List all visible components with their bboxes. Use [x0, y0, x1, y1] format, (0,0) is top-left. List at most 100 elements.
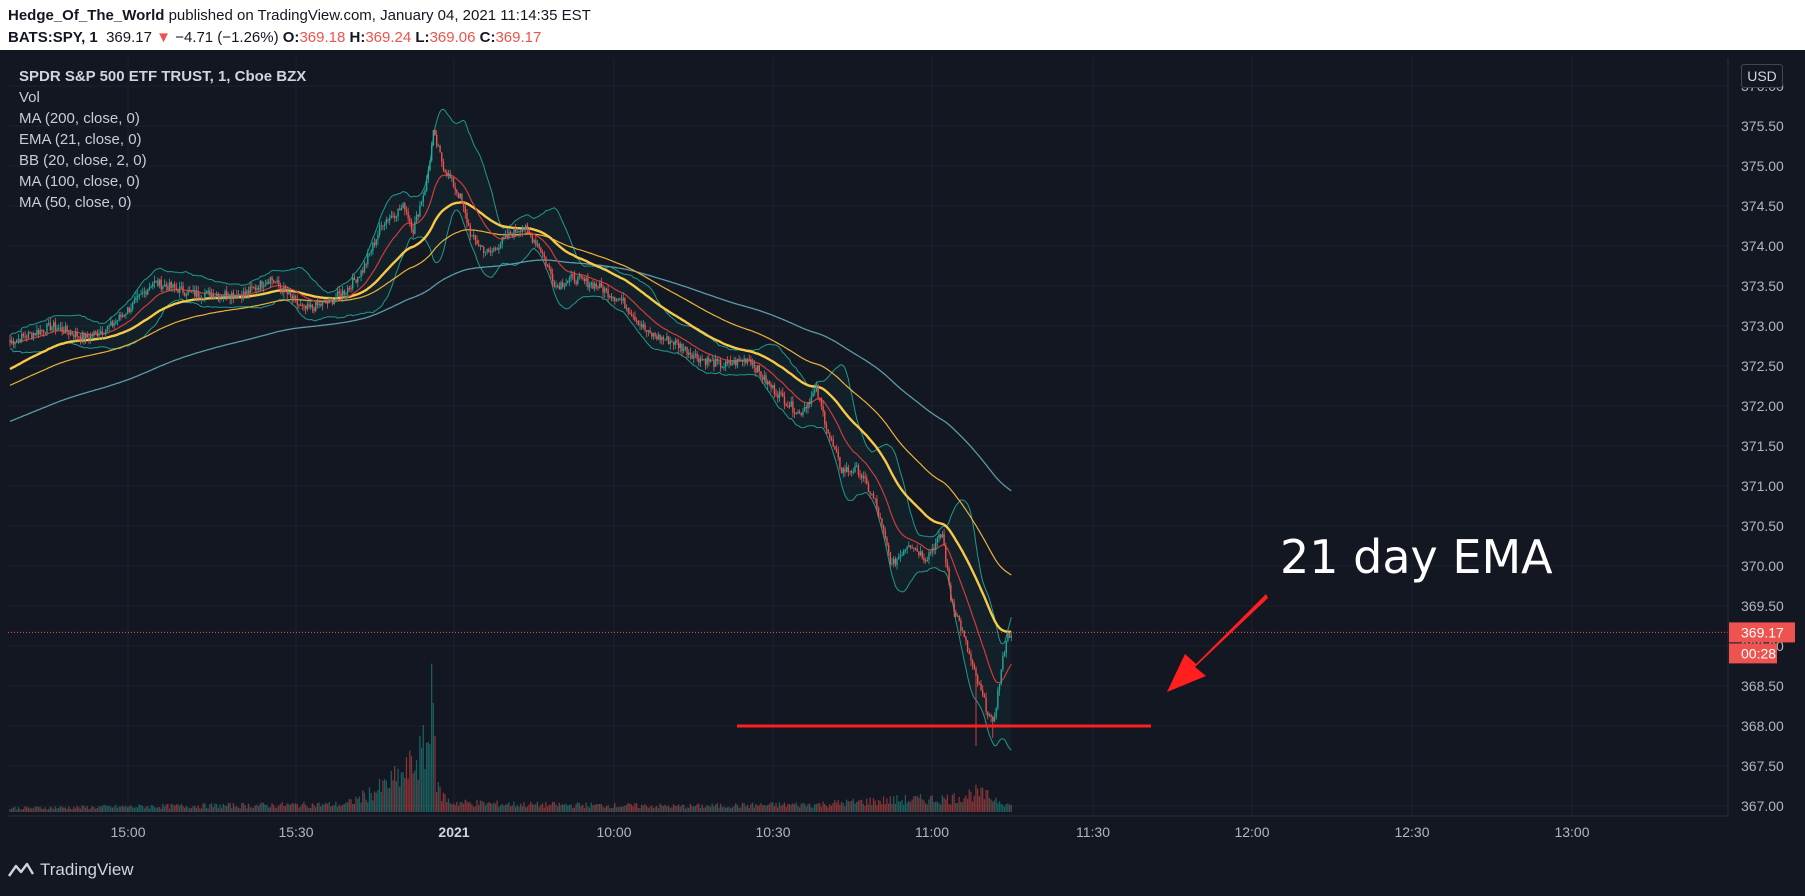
volume-bar: [180, 804, 182, 812]
volume-bar: [735, 803, 737, 812]
legend-title[interactable]: SPDR S&P 500 ETF TRUST, 1, Cboe BZX: [19, 68, 307, 85]
candle-body: [761, 377, 764, 380]
candle-body: [434, 130, 436, 136]
candle-body: [719, 360, 722, 368]
volume-bar: [898, 801, 900, 812]
candle-body: [914, 548, 917, 550]
volume-bar: [960, 801, 962, 812]
candle-body: [530, 232, 532, 236]
candle-body: [69, 332, 72, 335]
volume-bar: [89, 808, 92, 812]
candle-body: [573, 274, 576, 282]
candle-body: [755, 367, 757, 373]
legend-item-vol[interactable]: Vol: [19, 89, 40, 106]
volume-bar: [407, 778, 409, 812]
volume-bar: [558, 802, 560, 812]
volume-bar: [320, 806, 322, 812]
tradingview-logo-icon: [8, 862, 34, 877]
volume-bar: [362, 790, 364, 812]
volume-bar: [783, 802, 786, 812]
candle-body: [392, 215, 394, 217]
time-tick-label: 15:00: [110, 824, 145, 840]
candle-body: [731, 364, 734, 366]
candle-body: [390, 215, 393, 219]
volume-bar: [740, 807, 742, 812]
volume-bar: [573, 807, 576, 812]
candle-body: [955, 611, 957, 617]
volume-bar: [588, 807, 591, 812]
candle-body: [219, 295, 221, 299]
candle-body: [677, 342, 680, 349]
volume-bar: [207, 808, 209, 812]
volume-bar: [523, 802, 525, 812]
candle-body: [27, 332, 30, 338]
legend-item-ema21[interactable]: EMA (21, close, 0): [19, 131, 142, 148]
candle-body: [330, 298, 332, 300]
volume-bar: [368, 787, 371, 812]
volume-bar: [565, 803, 567, 812]
candle-body: [625, 307, 628, 309]
volume-bar: [150, 805, 152, 812]
volume-bar: [31, 807, 33, 812]
ohlc-line: BATS:SPY, 1 369.17 ▼ −4.71 (−1.26%) O:36…: [8, 29, 541, 46]
volume-bar: [308, 808, 310, 812]
candle-body: [787, 405, 789, 407]
volume-bar: [64, 807, 67, 812]
candle-body: [41, 329, 43, 331]
volume-bar: [394, 766, 396, 812]
candle-body: [452, 177, 455, 188]
candle-body: [136, 295, 139, 298]
volume-bar: [281, 802, 283, 812]
candle-body: [47, 322, 50, 324]
volume-bar: [887, 803, 890, 812]
volume-bar: [659, 803, 661, 812]
candle-body: [246, 290, 248, 295]
volume-bar: [41, 808, 43, 812]
candle-body: [844, 468, 846, 472]
volume-bar: [16, 809, 18, 812]
volume-bar: [299, 806, 302, 812]
volume-bar: [110, 806, 112, 812]
volume-bar: [856, 802, 858, 812]
volume-bar: [56, 808, 58, 812]
volume-bar: [415, 760, 418, 812]
chart-panel[interactable]: [8, 58, 1794, 878]
volume-bar: [325, 802, 327, 812]
candle-body: [293, 295, 295, 300]
volume-bar: [961, 802, 964, 812]
volume-bar: [467, 802, 470, 812]
volume-bar: [724, 807, 727, 812]
volume-bar: [827, 807, 829, 812]
candle-body: [627, 307, 629, 313]
candle-body: [103, 333, 105, 335]
volume-bar: [948, 804, 950, 812]
currency-button[interactable]: USD: [1741, 64, 1783, 88]
candle-body: [940, 534, 942, 538]
candle-body: [153, 280, 156, 284]
volume-bar: [284, 806, 287, 812]
footer-brand[interactable]: TradingView: [8, 860, 134, 880]
legend-item-ma200[interactable]: MA (200, close, 0): [19, 110, 140, 127]
candle-body: [37, 330, 40, 335]
candle-body: [691, 354, 693, 359]
volume-bar: [814, 804, 816, 812]
volume-bar: [318, 802, 320, 812]
candle-body: [343, 290, 346, 295]
author-name[interactable]: Hedge_Of_The_World: [8, 7, 165, 24]
volume-bar: [323, 804, 325, 812]
volume-bar: [622, 806, 624, 812]
legend-item-ma50[interactable]: MA (50, close, 0): [19, 194, 132, 211]
candle-body: [807, 402, 809, 409]
legend-item-ma100[interactable]: MA (100, close, 0): [19, 173, 140, 190]
candle-body: [44, 332, 46, 334]
volume-bar: [714, 804, 717, 812]
candle-body: [133, 300, 136, 303]
candle-body: [237, 294, 240, 298]
candle-body: [304, 306, 307, 310]
volume-bar: [333, 805, 335, 812]
legend-item-bb[interactable]: BB (20, close, 2, 0): [19, 152, 147, 169]
candle-body: [891, 563, 893, 565]
price-tick-label: 371.50: [1741, 438, 1784, 454]
volume-bar: [350, 799, 352, 812]
